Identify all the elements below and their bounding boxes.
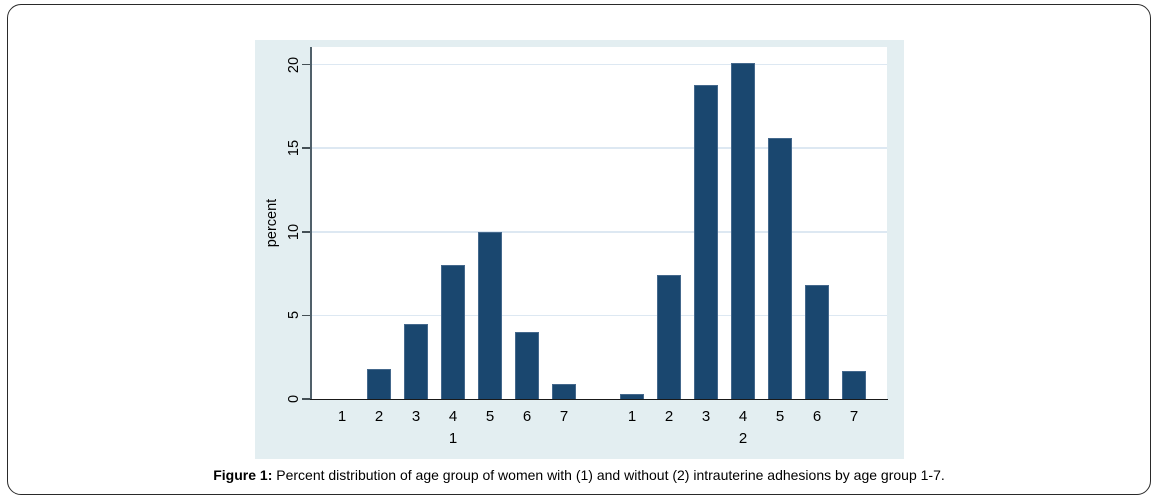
chart-region: percent 0 5 10 15 20 1 2 3 4 5 6 7 1 1 2 3 4 5 6 7 2 [255,40,904,459]
x-axis-line [310,398,888,401]
gridline-15 [311,147,887,149]
y-tick-label-text: 10 [286,223,302,240]
caption-label: Figure 1: [213,467,273,483]
x-tick-label-group1-cat2: 2 [374,408,384,425]
bar-group2-cat5 [768,138,792,399]
x-tick-label-group1-cat5: 5 [485,408,495,425]
bar-group1-cat2 [367,368,391,399]
group-label-1: 1 [448,430,458,447]
y-tick-20 [302,63,310,66]
y-tick-15 [302,147,310,150]
y-tick-label-text: 0 [286,394,302,404]
y-axis-title-text: percent [264,198,280,248]
gridline-20 [311,63,887,66]
bar-group1-cat5 [478,231,502,399]
plot-area [311,47,887,399]
figure-caption: Figure 1: Percent distribution of age gr… [8,467,1150,483]
group-label-2: 2 [738,430,748,447]
bar-group2-cat4 [731,62,755,399]
bar-group1-cat7 [552,383,576,399]
y-axis-line [309,47,312,400]
bar-group1-cat4 [441,265,465,399]
x-tick-label-group2-cat1: 1 [627,408,637,425]
x-tick-label-group2-cat4: 4 [738,408,748,425]
x-tick-label-group1-cat1: 1 [337,408,347,425]
bar-group2-cat1 [620,393,644,399]
bar-group2-cat2 [657,275,681,399]
y-tick-label-text: 15 [286,140,302,157]
figure-card: percent 0 5 10 15 20 1 2 3 4 5 6 7 1 1 2 3 4 5 6 7 2 Figure … [7,4,1151,495]
x-tick-label-group1-cat4: 4 [448,408,458,425]
y-tick-label-text: 20 [286,56,302,73]
bar-group1-cat6 [515,332,539,399]
x-tick-label-group1-cat3: 3 [411,408,421,425]
x-tick-label-group1-cat7: 7 [559,408,569,425]
bar-group2-cat3 [694,84,718,399]
x-tick-label-group2-cat6: 6 [812,408,822,425]
x-tick-label-group2-cat7: 7 [849,408,859,425]
y-tick-5 [302,314,310,317]
x-tick-label-group2-cat3: 3 [701,408,711,425]
y-tick-label-text: 5 [286,311,302,320]
gridline-10 [311,231,887,233]
bar-group2-cat6 [805,285,829,399]
caption-text: Percent distribution of age group of wom… [276,467,945,483]
x-tick-label-group2-cat2: 2 [664,408,674,425]
bar-group1-cat3 [404,323,428,399]
x-tick-label-group1-cat6: 6 [522,408,532,425]
y-tick-0 [302,398,310,400]
x-tick-label-group2-cat5: 5 [775,408,785,425]
bar-group2-cat7 [842,370,866,399]
gridline-5 [311,314,887,317]
y-tick-10 [302,230,310,233]
